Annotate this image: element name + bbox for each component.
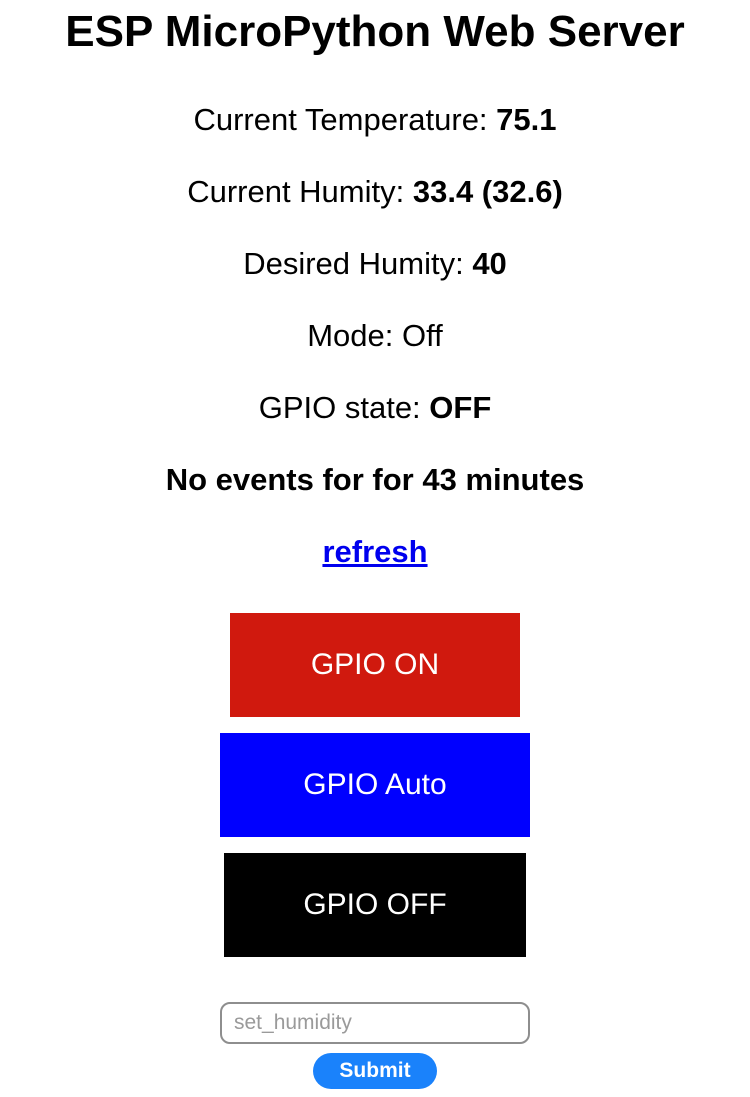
gpio-state-value: OFF [429, 390, 492, 425]
gpio-state-label: GPIO state: [258, 390, 430, 425]
submit-button[interactable]: Submit [313, 1053, 437, 1089]
refresh-container: refresh [0, 533, 750, 571]
mode-line: Mode: Off [0, 317, 750, 355]
set-humidity-input[interactable] [220, 1002, 530, 1044]
events-status: No events for for 43 minutes [165, 462, 585, 497]
desired-humidity-line: Desired Humity: 40 [0, 245, 750, 283]
refresh-link[interactable]: refresh [322, 534, 428, 569]
current-humidity-label: Current Humity: [187, 174, 413, 209]
gpio-state-line: GPIO state: OFF [0, 389, 750, 427]
temperature-line: Current Temperature: 75.1 [0, 101, 750, 139]
current-humidity-line: Current Humity: 33.4 (32.6) [0, 173, 750, 211]
gpio-auto-button[interactable]: GPIO Auto [220, 733, 530, 837]
page-title: ESP MicroPython Web Server [65, 7, 685, 56]
desired-humidity-label: Desired Humity: [243, 246, 473, 281]
current-humidity-value: 33.4 (32.6) [412, 174, 563, 209]
gpio-off-button[interactable]: GPIO OFF [224, 853, 526, 957]
temperature-value: 75.1 [496, 102, 557, 137]
temperature-label: Current Temperature: [193, 102, 497, 137]
gpio-on-button[interactable]: GPIO ON [230, 613, 520, 717]
desired-humidity-value: 40 [472, 246, 507, 281]
mode-label: Mode: [307, 318, 402, 353]
mode-value: Off [402, 318, 443, 353]
